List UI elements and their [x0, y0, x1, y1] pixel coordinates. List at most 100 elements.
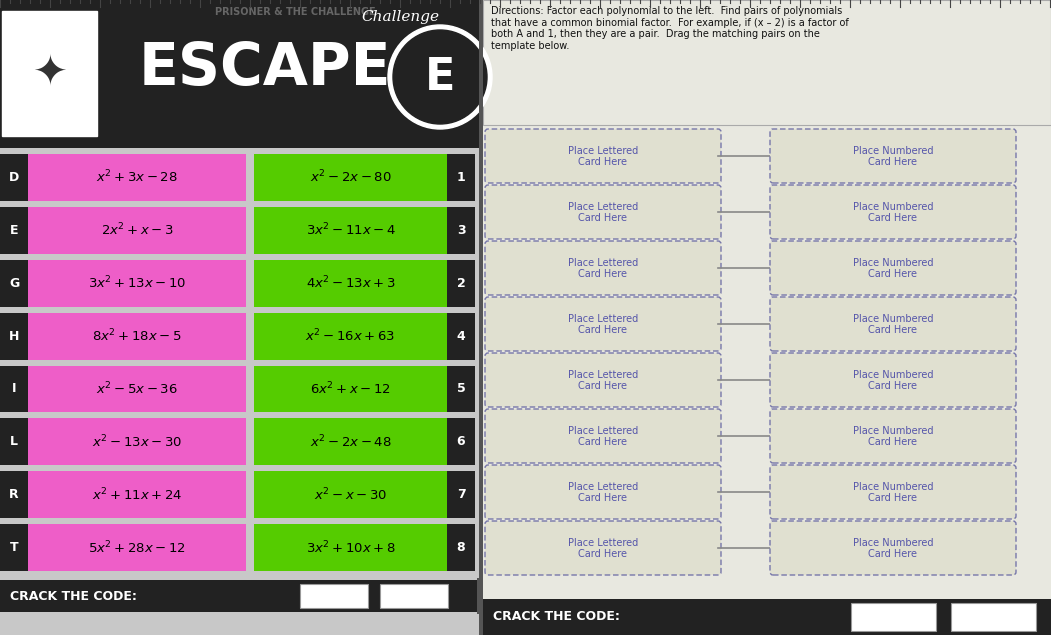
Text: $x^2-2x-48$: $x^2-2x-48$ [310, 434, 391, 450]
Bar [254, 471, 447, 518]
Text: $3x^2+10x+8$: $3x^2+10x+8$ [306, 539, 395, 556]
Bar [28, 207, 246, 254]
Text: Place Numbered: Place Numbered [852, 314, 933, 324]
Text: $x^2-x-30$: $x^2-x-30$ [314, 486, 387, 503]
Text: $x^2+3x-28$: $x^2+3x-28$ [96, 169, 178, 185]
Text: Card Here: Card Here [578, 325, 627, 335]
Bar [951, 603, 1036, 631]
Text: $3x^2-11x-4$: $3x^2-11x-4$ [306, 222, 395, 239]
Bar [254, 207, 447, 254]
FancyBboxPatch shape [485, 297, 721, 351]
Bar [0, 418, 28, 465]
Text: Place Numbered: Place Numbered [852, 482, 933, 492]
Text: 6: 6 [457, 436, 466, 448]
Text: ESCAPE: ESCAPE [139, 39, 391, 97]
Bar [0, 471, 28, 518]
Bar [254, 366, 447, 412]
Text: Place Lettered: Place Lettered [568, 146, 638, 156]
Text: Card Here: Card Here [868, 325, 918, 335]
Bar [447, 471, 475, 518]
Text: $x^2-5x-36$: $x^2-5x-36$ [96, 380, 178, 398]
Text: E: E [425, 55, 455, 98]
Bar [28, 260, 246, 307]
Bar [447, 312, 475, 359]
Text: 5: 5 [456, 382, 466, 396]
Text: D: D [8, 171, 19, 184]
Text: I: I [12, 382, 16, 396]
Bar [477, 578, 480, 614]
Text: Card Here: Card Here [868, 269, 918, 279]
Circle shape [388, 25, 492, 129]
Bar [254, 418, 447, 465]
Bar [254, 154, 447, 201]
FancyBboxPatch shape [770, 353, 1016, 407]
Text: T: T [9, 541, 18, 554]
Text: 4: 4 [456, 330, 466, 342]
Bar [0, 580, 478, 612]
Bar [2, 11, 97, 136]
Text: Challenge: Challenge [360, 10, 439, 24]
Bar [28, 418, 246, 465]
Text: Place Lettered: Place Lettered [568, 258, 638, 268]
Bar [380, 584, 448, 608]
Text: Directions: Factor each polynomial to the left.  Find pairs of polynomials
that : Directions: Factor each polynomial to th… [491, 6, 849, 51]
Bar [28, 524, 246, 571]
Circle shape [393, 30, 487, 124]
Text: Place Lettered: Place Lettered [568, 426, 638, 436]
Text: CRACK THE CODE:: CRACK THE CODE: [11, 589, 137, 603]
Bar [447, 260, 475, 307]
Text: Card Here: Card Here [868, 381, 918, 391]
Bar [28, 471, 246, 518]
FancyBboxPatch shape [485, 129, 721, 183]
Bar [0, 260, 28, 307]
Text: Card Here: Card Here [868, 437, 918, 447]
FancyBboxPatch shape [770, 465, 1016, 519]
FancyBboxPatch shape [770, 129, 1016, 183]
Text: 2: 2 [456, 277, 466, 290]
Text: $6x^2+x-12$: $6x^2+x-12$ [310, 380, 391, 398]
Text: Card Here: Card Here [868, 157, 918, 167]
Text: Place Numbered: Place Numbered [852, 538, 933, 548]
Text: Card Here: Card Here [868, 493, 918, 503]
Text: $x^2+11x+24$: $x^2+11x+24$ [91, 486, 182, 503]
Bar [447, 366, 475, 412]
Text: PRISONER & THE CHALLENGE: PRISONER & THE CHALLENGE [214, 7, 375, 17]
FancyBboxPatch shape [485, 521, 721, 575]
Bar [254, 260, 447, 307]
Text: Place Lettered: Place Lettered [568, 314, 638, 324]
Text: H: H [8, 330, 19, 342]
Text: Card Here: Card Here [578, 381, 627, 391]
Bar [254, 524, 447, 571]
Text: Place Numbered: Place Numbered [852, 426, 933, 436]
Bar [447, 524, 475, 571]
Bar [254, 312, 447, 359]
FancyBboxPatch shape [770, 241, 1016, 295]
Bar [483, 0, 1051, 635]
Text: L: L [11, 436, 18, 448]
Text: $8x^2+18x-5$: $8x^2+18x-5$ [92, 328, 182, 344]
Text: G: G [8, 277, 19, 290]
Text: Card Here: Card Here [578, 157, 627, 167]
FancyBboxPatch shape [485, 185, 721, 239]
Text: Place Numbered: Place Numbered [852, 258, 933, 268]
FancyBboxPatch shape [485, 465, 721, 519]
Bar [483, 0, 1051, 125]
Text: Place Numbered: Place Numbered [852, 370, 933, 380]
Text: Card Here: Card Here [868, 549, 918, 559]
Text: R: R [9, 488, 19, 501]
FancyBboxPatch shape [485, 241, 721, 295]
Bar [0, 207, 28, 254]
Text: Card Here: Card Here [868, 213, 918, 223]
Text: $x^2-16x+63$: $x^2-16x+63$ [306, 328, 395, 344]
Text: Place Lettered: Place Lettered [568, 482, 638, 492]
Text: Place Lettered: Place Lettered [568, 202, 638, 212]
FancyBboxPatch shape [770, 409, 1016, 463]
Bar [300, 584, 368, 608]
Bar [0, 366, 28, 412]
Text: 7: 7 [456, 488, 466, 501]
Text: $2x^2+x-3$: $2x^2+x-3$ [101, 222, 173, 239]
Text: Place Numbered: Place Numbered [852, 202, 933, 212]
Text: $3x^2+13x-10$: $3x^2+13x-10$ [88, 275, 186, 291]
Bar [0, 154, 28, 201]
Bar [0, 524, 28, 571]
